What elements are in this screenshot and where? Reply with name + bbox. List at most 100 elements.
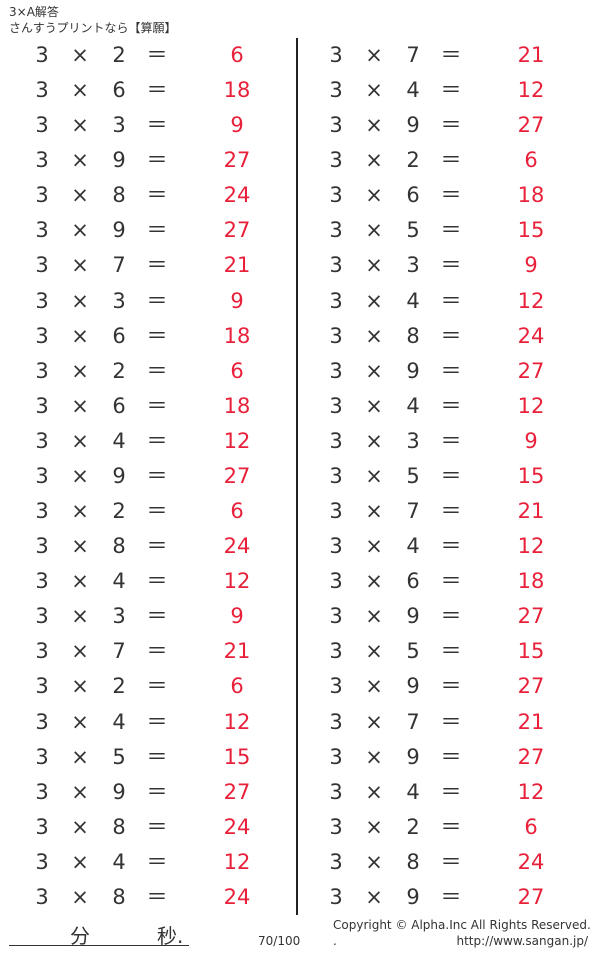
answer: 27	[517, 604, 545, 629]
operand-b: 2	[112, 43, 126, 67]
site-url[interactable]: http://www.sangan.jp/	[456, 934, 588, 948]
operand-b: 7	[406, 709, 420, 734]
answer: 24	[223, 183, 251, 208]
answer: 12	[517, 534, 545, 559]
operand-a: 3	[35, 709, 49, 734]
operand-b: 9	[406, 604, 420, 629]
operand-b: 9	[406, 884, 420, 909]
equals-sign: ＝	[146, 814, 168, 839]
equals-sign: ＝	[146, 323, 168, 348]
times-sign: ×	[365, 604, 383, 629]
times-sign: ×	[365, 534, 383, 559]
operand-b: 8	[112, 534, 126, 559]
equals-sign: ＝	[146, 779, 168, 804]
answer: 21	[517, 499, 545, 524]
operand-a: 3	[329, 183, 343, 208]
times-sign: ×	[365, 499, 383, 524]
operand-b: 2	[406, 814, 420, 839]
times-sign: ×	[71, 814, 89, 839]
operand-a: 3	[35, 113, 49, 138]
answer: 9	[230, 288, 244, 313]
answer: 27	[517, 744, 545, 769]
times-sign: ×	[365, 358, 383, 383]
operand-a: 3	[35, 639, 49, 664]
operand-b: 9	[112, 218, 126, 243]
score: 70/100	[258, 934, 301, 948]
equals-sign: ＝	[146, 113, 168, 138]
operand-b: 9	[406, 358, 420, 383]
times-sign: ×	[71, 709, 89, 734]
operand-a: 3	[329, 709, 343, 734]
operand-a: 3	[35, 569, 49, 594]
answer: 21	[517, 709, 545, 734]
operand-b: 7	[112, 639, 126, 664]
equals-sign: ＝	[146, 78, 168, 103]
times-sign: ×	[365, 323, 383, 348]
times-sign: ×	[365, 393, 383, 418]
operand-a: 3	[35, 534, 49, 559]
equals-sign: ＝	[146, 534, 168, 559]
times-sign: ×	[365, 849, 383, 874]
equals-sign: ＝	[146, 569, 168, 594]
times-sign: ×	[71, 393, 89, 418]
operand-b: 3	[406, 253, 420, 278]
times-sign: ×	[365, 43, 383, 67]
answer: 15	[517, 463, 545, 488]
operand-a: 3	[329, 463, 343, 488]
operand-a: 3	[329, 78, 343, 103]
operand-b: 8	[112, 814, 126, 839]
operand-a: 3	[329, 569, 343, 594]
operand-a: 3	[329, 358, 343, 383]
copyright: Copyright © Alpha.Inc All Rights Reserve…	[333, 918, 591, 932]
answer: 9	[524, 253, 538, 278]
answer: 18	[517, 569, 545, 594]
operand-b: 6	[112, 78, 126, 103]
operand-b: 9	[112, 148, 126, 173]
times-sign: ×	[365, 148, 383, 173]
operand-b: 8	[112, 884, 126, 909]
times-sign: ×	[365, 779, 383, 804]
operand-a: 3	[35, 253, 49, 278]
equals-sign: ＝	[146, 288, 168, 313]
operand-a: 3	[35, 288, 49, 313]
equals-sign: ＝	[146, 218, 168, 243]
equals-sign: ＝	[440, 253, 462, 278]
equals-sign: ＝	[146, 358, 168, 383]
equals-sign: ＝	[146, 744, 168, 769]
operand-b: 2	[112, 358, 126, 383]
operand-b: 9	[406, 744, 420, 769]
times-sign: ×	[365, 709, 383, 734]
time-underline	[9, 945, 189, 946]
operand-a: 3	[329, 779, 343, 804]
answer: 9	[524, 428, 538, 453]
answer: 21	[223, 253, 251, 278]
operand-b: 5	[406, 463, 420, 488]
equals-sign: ＝	[440, 323, 462, 348]
answer: 12	[517, 393, 545, 418]
equals-sign: ＝	[440, 884, 462, 909]
operand-a: 3	[329, 744, 343, 769]
answer: 27	[517, 674, 545, 699]
operand-b: 3	[112, 113, 126, 138]
operand-b: 4	[406, 288, 420, 313]
answer: 27	[223, 779, 251, 804]
answer: 27	[517, 358, 545, 383]
operand-b: 9	[406, 674, 420, 699]
answer: 27	[223, 148, 251, 173]
times-sign: ×	[71, 78, 89, 103]
operand-a: 3	[35, 148, 49, 173]
answer: 24	[223, 534, 251, 559]
operand-a: 3	[329, 674, 343, 699]
answer: 27	[517, 884, 545, 909]
equals-sign: ＝	[440, 499, 462, 524]
times-sign: ×	[365, 288, 383, 313]
answer: 18	[223, 323, 251, 348]
operand-a: 3	[35, 814, 49, 839]
times-sign: ×	[71, 463, 89, 488]
operand-a: 3	[35, 463, 49, 488]
operand-a: 3	[329, 253, 343, 278]
times-sign: ×	[365, 78, 383, 103]
operand-a: 3	[35, 78, 49, 103]
operand-b: 4	[406, 393, 420, 418]
times-sign: ×	[71, 358, 89, 383]
